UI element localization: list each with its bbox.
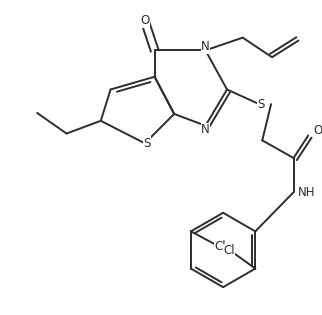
Text: Cl: Cl — [223, 244, 235, 257]
Text: S: S — [143, 137, 150, 150]
Text: O: O — [313, 124, 322, 137]
Text: N: N — [201, 40, 210, 53]
Text: O: O — [140, 14, 149, 27]
Text: S: S — [258, 98, 265, 111]
Text: N: N — [201, 123, 210, 136]
Text: Cl: Cl — [214, 240, 226, 253]
Text: NH: NH — [298, 186, 315, 199]
